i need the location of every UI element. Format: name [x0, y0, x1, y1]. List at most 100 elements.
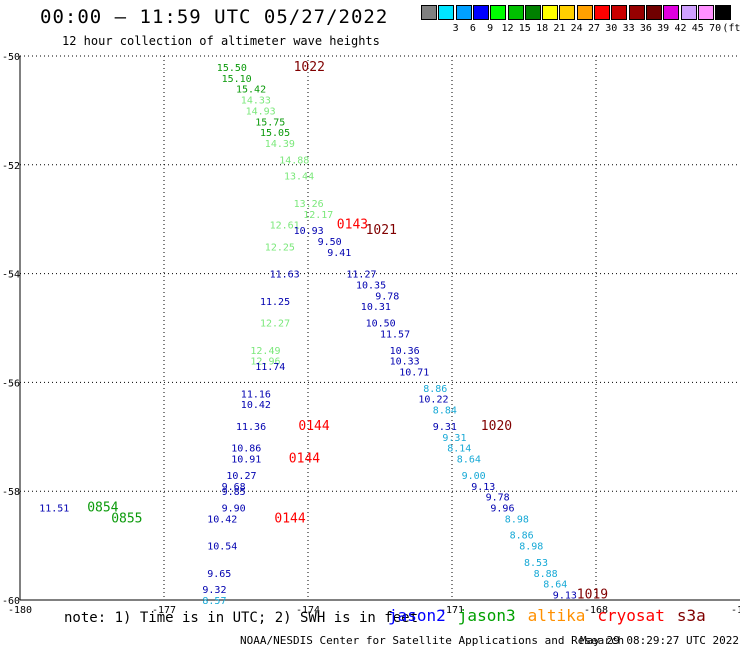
satellite-legend: jason2 jason3 altika cryosat s3a: [388, 606, 718, 625]
wave-height-label: 9.50: [318, 237, 342, 248]
wave-height-label: 9.78: [375, 291, 399, 302]
pass-time-label: 0144: [274, 511, 305, 526]
latitude-tick-label: -50: [2, 52, 20, 63]
color-scale-swatch: [438, 5, 455, 20]
wave-height-label: 8.14: [447, 444, 471, 455]
wave-height-label: 9.41: [327, 248, 351, 259]
wave-height-label: 9.68: [222, 482, 246, 493]
wave-height-label: 10.22: [418, 395, 448, 406]
wave-height-label: 12.49: [250, 346, 280, 357]
wave-height-label: 10.50: [366, 319, 396, 330]
latitude-tick-label: -58: [2, 487, 20, 498]
wave-height-label: 10.91: [231, 455, 261, 466]
color-scale-swatch: [490, 5, 507, 20]
color-scale-label: 33: [622, 23, 635, 34]
wave-height-label: 15.75: [255, 117, 285, 128]
color-scale-label: 24: [570, 23, 583, 34]
color-scale-label: 9: [487, 23, 494, 34]
wave-height-label: 10.86: [231, 444, 261, 455]
satellite-legend-cryosat: cryosat: [597, 606, 665, 625]
color-scale-swatch: [576, 5, 593, 20]
wave-height-label: 9.13: [553, 591, 577, 602]
color-scale-label: 45: [691, 23, 704, 34]
longitude-tick-label: -174: [296, 605, 320, 616]
color-scale-label: 36: [639, 23, 652, 34]
wave-height-label: 11.63: [270, 270, 300, 281]
color-scale-swatch: [542, 5, 559, 20]
pass-time-label: 1022: [294, 60, 325, 75]
wave-height-label: 14.33: [241, 96, 271, 107]
latitude-tick-label: -52: [2, 161, 20, 172]
color-scale-swatch: [628, 5, 645, 20]
wave-height-label: 9.78: [486, 493, 510, 504]
color-scale-swatch: [472, 5, 489, 20]
page-subtitle: 12 hour collection of altimeter wave hei…: [62, 34, 380, 48]
wave-height-label: 8.86: [510, 531, 534, 542]
color-scale-swatch: [645, 5, 662, 20]
wave-height-label: 8.64: [457, 455, 481, 466]
wave-height-label: 13.26: [294, 199, 324, 210]
color-scale-label: 30: [605, 23, 618, 34]
wave-height-label: 10.93: [294, 226, 324, 237]
color-scale-label: 15: [518, 23, 531, 34]
wave-height-label: 11.25: [260, 297, 290, 308]
latitude-tick-label: -56: [2, 378, 20, 389]
footnote: note: 1) Time is in UTC; 2) SWH is in fe…: [64, 610, 419, 626]
color-scale-label: 27: [587, 23, 601, 34]
satellite-legend-s3a: s3a: [676, 606, 706, 625]
wave-height-label: 15.42: [236, 85, 266, 96]
latitude-tick-label: -60: [2, 596, 20, 607]
generated-timestamp: May 29 08:29:27 UTC 2022: [580, 634, 739, 647]
satellite-legend-altika: altika: [527, 606, 586, 625]
wave-height-label: 10.54: [207, 542, 237, 553]
wave-height-label: 8.88: [534, 569, 558, 580]
satellite-legend-jason2: jason2: [388, 606, 446, 625]
wave-height-label: 15.10: [222, 74, 252, 85]
color-scale-label: 42: [674, 23, 687, 34]
wave-height-label: 12.61: [270, 221, 300, 232]
wave-height-label: 10.31: [361, 302, 391, 313]
wave-height-label: 10.27: [226, 471, 256, 482]
color-scale-swatch: [680, 5, 697, 20]
wave-height-label: 9.90: [222, 504, 246, 515]
color-scale-swatch: [507, 5, 524, 20]
wave-height-label: 14.88: [279, 155, 309, 166]
color-scale-label: 39: [657, 23, 670, 34]
longitude-tick-label: -168: [584, 605, 608, 616]
wave-height-label: 15.05: [260, 128, 290, 139]
wave-height-label: 9.31: [433, 422, 457, 433]
wave-height-label: 14.39: [265, 139, 295, 150]
longitude-tick-label: -171: [440, 605, 464, 616]
color-scale-unit: (ft): [722, 23, 740, 34]
pass-time-label: 1020: [481, 419, 512, 434]
pass-time-label: 1021: [366, 223, 397, 238]
wave-height-label: 13.44: [284, 172, 314, 183]
wave-height-label: 8.64: [543, 580, 567, 591]
wave-height-label: 14.93: [246, 106, 276, 117]
wave-height-label: 8.98: [505, 514, 529, 525]
color-scale-label: 6: [469, 23, 476, 34]
satellite-legend-jason3: jason3: [457, 606, 516, 625]
wave-height-label: 10.71: [399, 368, 429, 379]
color-scale-swatch: [524, 5, 541, 20]
color-scale-label: 18: [536, 23, 549, 34]
page-title: 00:00 – 11:59 UTC 05/27/2022: [40, 6, 389, 28]
wave-height-label: 12.96: [250, 357, 280, 368]
color-scale-swatch: [715, 5, 732, 20]
color-scale-swatch: [663, 5, 680, 20]
color-scale-label: 21: [553, 23, 566, 34]
wave-height-label: 9.00: [462, 471, 486, 482]
wave-height-label: 8.84: [433, 406, 457, 417]
color-scale-swatch: [697, 5, 714, 20]
color-scale-label: 3: [452, 23, 459, 34]
wave-height-label: 9.31: [442, 433, 466, 444]
color-scale-swatch: [594, 5, 610, 20]
wave-height-label: 9.96: [490, 504, 514, 515]
wave-height-label: 9.32: [202, 585, 226, 596]
wave-height-label: 10.36: [390, 346, 420, 357]
pass-time-label: 0144: [298, 419, 329, 434]
wave-height-label: 8.53: [524, 558, 548, 569]
color-scale-swatch: [421, 5, 437, 20]
latitude-tick-label: -54: [2, 270, 20, 281]
